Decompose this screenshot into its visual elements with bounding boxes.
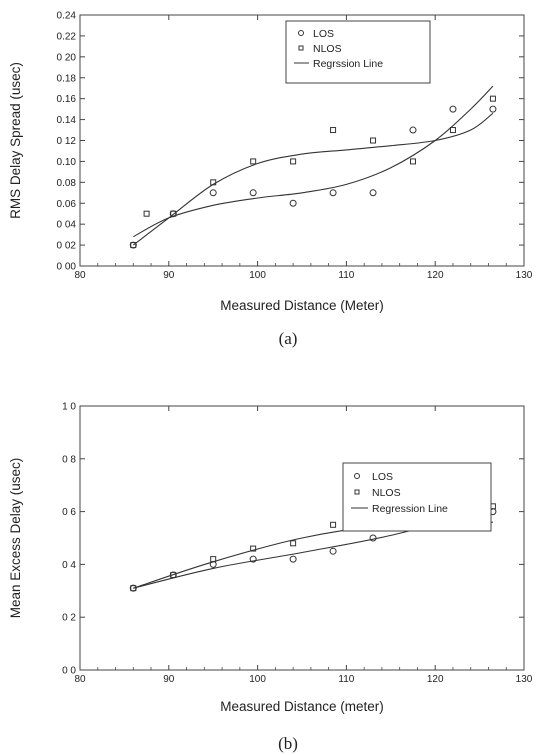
data-point-nlos — [143, 210, 150, 217]
data-point-nlos — [370, 137, 377, 144]
data-point-los — [249, 555, 257, 563]
y-tick-label: 0 2 — [62, 613, 76, 624]
data-point-nlos — [290, 540, 297, 547]
legend-los-marker — [354, 473, 360, 479]
chart-panel-b: 80 90 100 110 120 130 0 0 0 2 0 4 0 6 0 8 1 0 Measur… — [8, 402, 533, 754]
data-point-nlos — [210, 179, 217, 186]
y-tick-label: 0 00 — [57, 262, 77, 273]
legend-regression-label: Regression Line — [372, 503, 448, 515]
panel-caption: (b) — [278, 734, 298, 753]
x-tick-label: 100 — [249, 270, 266, 281]
regression-line-nlos — [132, 112, 494, 246]
x-axis-title: Measured Distance (Meter) — [220, 298, 384, 313]
regression-line-nlos — [133, 521, 493, 589]
data-point-nlos — [250, 545, 257, 552]
y-tick-label: 0 04 — [57, 220, 77, 231]
y-tick-label: 0.14 — [57, 115, 77, 126]
y-tick-label: 0.18 — [57, 73, 77, 84]
y-tick-label: 0.06 — [57, 199, 77, 210]
y-tick-label: 0.16 — [57, 94, 77, 105]
chart-panel-a: 80 90 100 110 120 130 0 00 0 02 0 04 0.06 0.08 0.10… — [8, 11, 533, 349]
x-tick-label: 80 — [74, 674, 86, 685]
legend-box — [285, 20, 431, 84]
legend-nlos-label: NLOS — [313, 43, 342, 55]
x-tick-label: 120 — [427, 674, 444, 685]
y-tick-label: 0.22 — [57, 31, 77, 42]
x-tick-label: 100 — [249, 674, 266, 685]
y-tick-label: 0.08 — [57, 178, 77, 189]
x-tick-label: 130 — [516, 674, 533, 685]
x-tick-label: 130 — [516, 270, 533, 281]
data-point-nlos — [290, 158, 297, 165]
data-point-nlos — [170, 210, 177, 217]
x-tick-label: 110 — [338, 270, 354, 281]
data-point-los — [449, 105, 457, 113]
data-point-los — [289, 555, 297, 563]
data-point-los — [249, 189, 257, 197]
legend-box — [342, 462, 492, 532]
legend-los-label: LOS — [372, 471, 393, 483]
data-point-nlos — [250, 158, 257, 165]
y-tick-label: 0 12 — [57, 136, 77, 147]
data-point-nlos — [330, 127, 337, 134]
legend-los-label: LOS — [313, 28, 334, 40]
data-point-los — [209, 189, 217, 197]
data-point-los — [369, 534, 377, 542]
legend-regression-label: Regrssion Line — [313, 58, 383, 70]
legend-los-marker — [298, 30, 304, 36]
y-tick-label: 0.24 — [57, 11, 77, 22]
regression-line-los — [133, 85, 494, 238]
data-point-los — [329, 547, 337, 555]
y-tick-label: 0 0 — [62, 666, 76, 677]
x-tick-label: 90 — [163, 270, 175, 281]
legend-nlos-label: NLOS — [372, 487, 401, 499]
data-point-nlos — [170, 571, 177, 578]
y-tick-label: 1 0 — [62, 402, 76, 413]
y-axis-title: RMS Delay Spread (usec) — [8, 62, 23, 219]
plot-frame — [79, 405, 525, 671]
data-point-los — [409, 126, 417, 134]
data-point-nlos — [410, 158, 416, 165]
legend-nlos-marker — [298, 45, 304, 51]
x-tick-label: 120 — [427, 270, 444, 281]
y-tick-label: 0.10 — [57, 157, 77, 168]
data-point-nlos — [330, 521, 337, 528]
y-tick-label: 0 4 — [62, 560, 76, 571]
data-point-nlos — [449, 127, 456, 134]
y-tick-label: 0 6 — [62, 507, 76, 518]
data-point-los — [289, 199, 297, 207]
data-point-los — [369, 189, 377, 197]
data-point-nlos — [489, 95, 496, 102]
data-point-nlos — [130, 585, 137, 592]
panel-caption: (a) — [279, 329, 298, 348]
x-tick-label: 90 — [163, 674, 175, 685]
x-tick-label: 110 — [338, 674, 354, 685]
y-tick-label: 0 8 — [62, 454, 76, 465]
x-tick-label: 80 — [74, 270, 86, 281]
data-point-nlos — [210, 556, 217, 563]
data-point-los — [489, 105, 497, 113]
y-tick-label: 0 02 — [57, 241, 77, 252]
data-point-nlos — [130, 242, 137, 249]
y-axis-title: Mean Excess Delay (usec) — [8, 458, 23, 619]
legend-nlos-marker — [354, 489, 360, 495]
data-point-los — [329, 189, 337, 197]
y-tick-label: 0 20 — [57, 52, 77, 63]
x-axis-title: Measured Distance (meter) — [220, 699, 384, 714]
